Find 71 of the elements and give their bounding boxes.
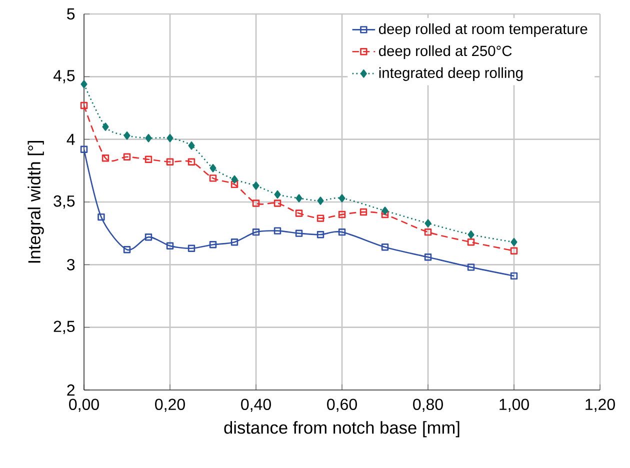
- point: [144, 156, 152, 163]
- point: [424, 228, 432, 236]
- point: [252, 182, 260, 190]
- point: [209, 174, 217, 182]
- point: [80, 80, 88, 88]
- point: [80, 102, 88, 110]
- point: [145, 134, 152, 142]
- point: [274, 190, 281, 199]
- point: [124, 131, 130, 140]
- x-tick-label: 1,00: [500, 398, 529, 412]
- point: [295, 230, 303, 237]
- y-tick-label: 3: [67, 259, 75, 270]
- point: [510, 238, 518, 246]
- legend-label: integrated deep rolling: [379, 67, 523, 81]
- point: [123, 246, 131, 254]
- point: [252, 200, 260, 207]
- y-tick-label: 4: [66, 134, 75, 145]
- point: [316, 230, 324, 238]
- point: [338, 194, 346, 202]
- x-tick-label: 0,00: [69, 398, 99, 412]
- y-tick-label: 3,5: [54, 195, 75, 209]
- point: [295, 210, 303, 217]
- point: [102, 122, 109, 131]
- point: [209, 241, 217, 248]
- x-axis-title: distance from notch base [mm]: [224, 421, 460, 438]
- point: [252, 228, 260, 236]
- point: [382, 206, 388, 215]
- point: [98, 213, 105, 221]
- point: [166, 158, 174, 166]
- point: [274, 200, 282, 207]
- point: [338, 228, 346, 236]
- point: [210, 164, 216, 172]
- x-tick-label: 1,20: [586, 398, 615, 412]
- legend-label: deep rolled at room temperature: [379, 23, 588, 38]
- legend-label: deep rolled at 250°C: [379, 45, 512, 59]
- point: [381, 210, 389, 218]
- x-tick-label: 0,80: [413, 398, 443, 412]
- point: [188, 158, 196, 166]
- point: [188, 141, 195, 150]
- point: [468, 230, 474, 239]
- point: [188, 244, 196, 252]
- y-tick-label: 4,5: [53, 70, 75, 84]
- point: [316, 214, 324, 222]
- point: [381, 244, 389, 251]
- point: [338, 210, 346, 218]
- point: [123, 153, 131, 160]
- point: [467, 264, 475, 271]
- point: [230, 180, 238, 188]
- point: [230, 238, 238, 246]
- x-tick-label: 0,40: [241, 398, 271, 412]
- point: [80, 146, 88, 153]
- point: [274, 227, 282, 234]
- point: [360, 208, 368, 216]
- y-tick-label: 2,5: [54, 320, 75, 334]
- x-tick-label: 0,60: [327, 398, 357, 412]
- point: [296, 194, 302, 202]
- point: [166, 242, 174, 250]
- y-tick-label: 5: [67, 8, 75, 20]
- point: [467, 238, 475, 246]
- point: [144, 233, 152, 241]
- y-tick-label: 2: [67, 384, 74, 396]
- point: [317, 196, 324, 205]
- x-tick-label: 0,20: [155, 398, 185, 412]
- point: [166, 134, 174, 142]
- point: [510, 247, 518, 254]
- point: [231, 175, 238, 184]
- y-axis-title: Integral width [°]: [28, 141, 44, 263]
- point: [424, 219, 432, 228]
- point: [102, 154, 110, 162]
- point: [424, 254, 432, 261]
- point: [510, 272, 518, 280]
